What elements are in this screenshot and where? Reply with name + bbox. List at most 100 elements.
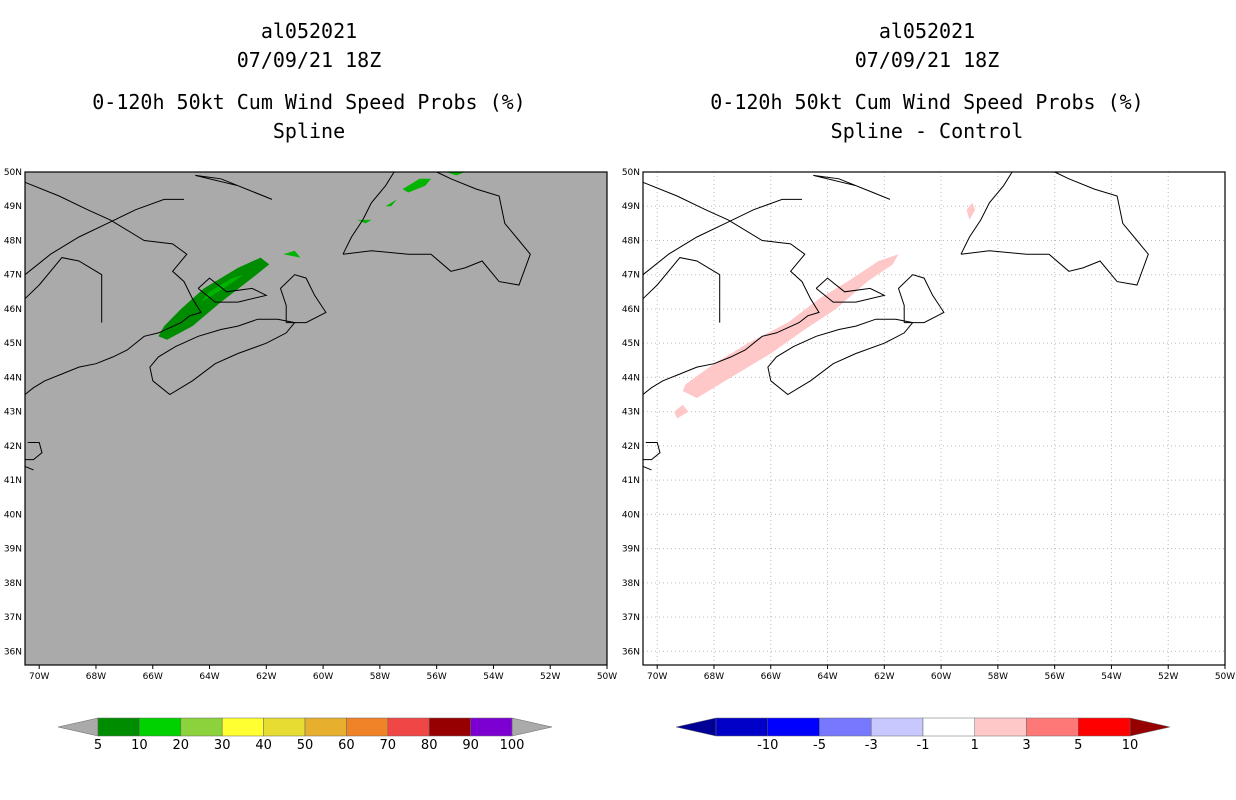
colorbar-swatch [767,717,820,737]
lat-tick-label: 36N [622,647,640,657]
coastline [24,181,202,395]
lat-tick-label: 49N [4,202,22,212]
colorbar-swatch [871,717,924,737]
prob-diff-swath [966,202,976,220]
right-product-title: 0-120h 50kt Cum Wind Speed Probs (%) [710,90,1144,114]
coastline [897,274,945,324]
lat-tick-label: 44N [622,373,640,383]
colorbar-label: 5 [94,738,102,753]
map-background [643,172,1225,665]
left-subtitle-block: 0-120h 50kt Cum Wind Speed Probs (%) Spl… [0,88,618,146]
lon-tick-label: 56W [1044,672,1064,682]
coastline [642,198,802,276]
coastline [643,442,661,461]
prob-swath [402,178,431,193]
lat-tick-label: 39N [4,545,22,555]
colorbar-high-end [511,717,553,737]
lat-tick-label: 40N [622,510,640,520]
colorbar-swatch [715,717,768,737]
colorbar-swatch [180,717,223,737]
coastlines [642,171,1149,471]
right-subtitle-block: 0-120h 50kt Cum Wind Speed Probs (%) Spl… [618,88,1236,146]
right-subtitle: Spline - Control [830,119,1024,143]
colorbar-swatch [346,717,389,737]
right-map: 70W 68W 66W 64W 62W 60W 58W 56W 54W 52W 50W 50N 49N 4… [622,168,1235,682]
lat-tick-label: 37N [4,613,22,623]
coastline [642,257,721,323]
prob-swath [283,250,301,258]
colorbar-low-end [57,717,99,737]
colorbar-label: 50 [297,738,314,753]
lat-tick-label: 43N [622,408,640,418]
right-storm-id: al052021 [878,19,976,43]
coastline [960,171,1013,255]
colorbar-label: 5 [1074,738,1082,753]
lat-tick-label: 47N [622,271,640,281]
lon-tick-label: 50W [1215,672,1235,682]
lat-tick-label: 50N [622,168,640,178]
coastline [642,181,820,395]
lat-tick-label: 38N [4,579,22,589]
colorbar-label: 60 [338,738,355,753]
colorbar-label: -3 [865,738,878,753]
lon-tick-label: 66W [761,672,781,682]
lon-tick-label: 68W [704,672,724,682]
lat-tick-label: 46N [4,305,22,315]
lat-tick-label: 42N [622,442,640,452]
colorbar-swatch [304,717,347,737]
colorbar-swatch [470,717,513,737]
colorbar-swatch [922,717,975,737]
lon-tick-label: 54W [1101,672,1121,682]
lat-tick-label: 40N [4,510,22,520]
lat-tick-label: 48N [622,236,640,246]
colorbar-swatch [97,717,140,737]
coastline [25,442,43,461]
lon-tick-label: 52W [540,672,560,682]
colorbar-label: -10 [757,738,778,753]
lon-tick-label: 66W [143,672,163,682]
colorbar-label: 80 [421,738,438,753]
left-map: 70W 68W 66W 64W 62W 60W 58W 56W 54W 52W 50W 50N 49N 4… [4,168,617,682]
lat-tick-label: 36N [4,647,22,657]
coastline [149,318,296,396]
lon-tick-label: 70W [647,672,667,682]
colorbar-label: 90 [462,738,479,753]
colorbar-label: 40 [255,738,272,753]
coastline [24,465,34,471]
lat-tick-label: 45N [4,339,22,349]
lon-tick-label: 52W [1158,672,1178,682]
left-datetime: 07/09/21 18Z [236,48,382,72]
coastline [197,277,268,303]
coastline [960,171,1149,286]
coastline [642,465,652,471]
colorbar-swatch [1026,717,1079,737]
map-background [25,172,607,665]
colorbar-swatch [263,717,306,737]
colorbar-label: 10 [1122,738,1139,753]
lon-tick-label: 60W [313,672,333,682]
lat-tick-label: 46N [622,305,640,315]
lat-tick-label: 39N [622,545,640,555]
lat-tick-label: 48N [4,236,22,246]
lon-tick-label: 56W [426,672,446,682]
colorbar-label: 3 [1022,738,1030,753]
lon-tick-label: 50W [597,672,617,682]
lon-tick-label: 60W [931,672,951,682]
coastline [767,318,914,396]
right-datetime: 07/09/21 18Z [854,48,1000,72]
colorbar-label: 70 [380,738,397,753]
coastline [279,274,327,324]
colorbar-label: 100 [500,738,525,753]
colorbar-low-end [675,717,717,737]
prob-diff-swath [674,404,689,419]
colorbar-swatch [139,717,182,737]
lon-tick-label: 62W [256,672,276,682]
right-colorbar: -10 -5 -3 -1 1 3 5 10 [675,717,1171,753]
prob-swath [357,219,372,224]
colorbar-label: -5 [813,738,826,753]
colorbar-swatch [819,717,872,737]
coastline [195,174,273,200]
lat-tick-label: 47N [4,271,22,281]
colorbar-swatch [1078,717,1131,737]
lat-tick-label: 50N [4,168,22,178]
